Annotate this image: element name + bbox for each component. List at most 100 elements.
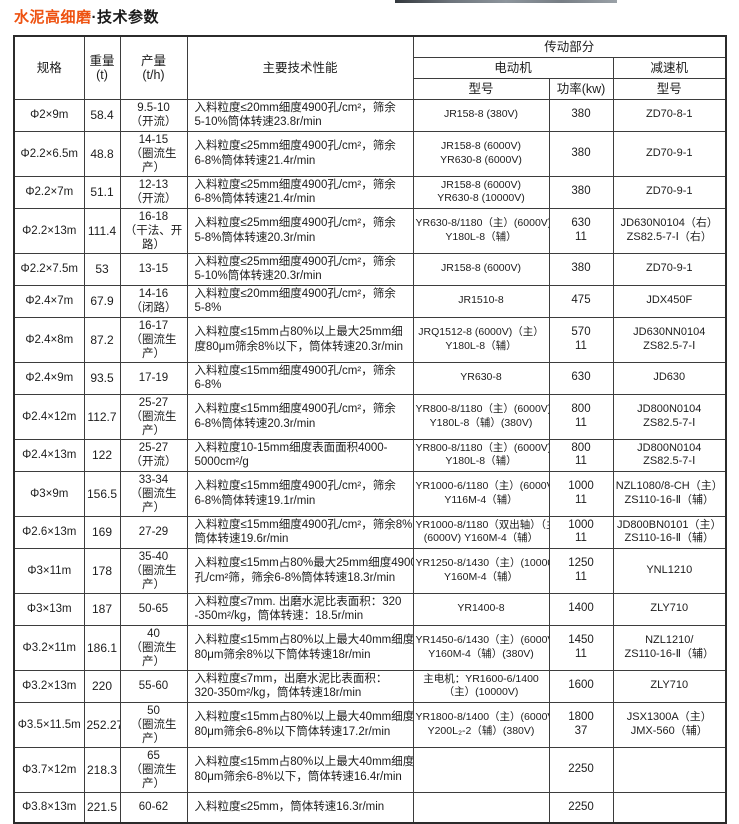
spec-cell: Φ3.2×11m [13, 624, 85, 671]
reducer-model-cell: JD800N0104 ZS82.5-7-Ⅰ [612, 438, 727, 472]
weight-cell: 169 [83, 515, 121, 549]
spec-cell: Φ2.2×13m [13, 207, 85, 254]
table-row: Φ3.2×13m 220 55-60 入料粒度≤7mm，出磨水泥比表面积： 320… [13, 669, 727, 703]
performance-cell: 入料粒度≤15mm占80%以上最大40mm细度 80μm筛余6-8%以下筒体转速1… [186, 701, 414, 748]
motor-model-cell: JR158-8 (6000V) YR630-8 (6000V) [412, 130, 550, 177]
motor-model-cell: YR800-8/1180（主）(6000V) Y180L-8（辅） [412, 438, 550, 472]
col-header-motor: 电动机 [412, 56, 614, 79]
motor-model-cell: YR800-8/1180（主）(6000V) Y180L-8（辅）(380V) [412, 393, 550, 440]
weight-cell: 156.5 [83, 470, 121, 517]
weight-cell: 112.7 [83, 393, 121, 440]
spec-cell: Φ2.6×13m [13, 515, 85, 549]
reducer-model-cell: NZL1080/8-CH（主） ZS110-16-Ⅱ（辅） [612, 470, 727, 517]
power-cell: 800 11 [548, 438, 614, 472]
output-cell: 14-16 （闭路） [119, 284, 188, 318]
performance-cell: 入料粒度≤15mm占80%以上最大25mm细 度80μm筛余8%以下，筒体转速20… [186, 316, 414, 363]
motor-model-cell: YR1250-8/1430（主）(10000V) Y160M-4（辅） [412, 547, 550, 594]
table-row: Φ3.7×12m 218.3 65 （圈流生产） 入料粒度≤15mm占80%以上最… [13, 746, 727, 793]
weight-cell: 187 [83, 592, 121, 626]
power-cell: 1000 11 [548, 470, 614, 517]
weight-cell: 122 [83, 438, 121, 472]
output-cell: 65 （圈流生产） [119, 746, 188, 793]
power-cell: 1000 11 [548, 515, 614, 549]
reducer-model-cell: ZD70-9-1 [612, 130, 727, 177]
reducer-model-cell: ZD70-8-1 [612, 98, 727, 132]
performance-cell: 入料粒度≤7mm，出磨水泥比表面积： 320-350m²/kg，筒体转速18r/m… [186, 669, 414, 703]
table-row: Φ2.4×8m 87.2 16-17 （圈流生产） 入料粒度≤15mm占80%以上… [13, 316, 727, 363]
col-header-motor-model: 型号 [412, 77, 550, 100]
performance-cell: 入料粒度≤25mm细度4900孔/cm²，筛余 6-8%筒体转速21.4r/min [186, 130, 414, 177]
motor-model-cell: YR1000-8/1180（双出轴）（主）(6000V) Y160M-4（辅） [412, 515, 550, 549]
table-row: Φ3.2×11m 186.1 40 （圈流生产） 入料粒度≤15mm占80%以上最… [13, 624, 727, 671]
output-cell: 35-40 （圈流生产） [119, 547, 188, 594]
output-cell: 12-13 （开流） [119, 175, 188, 209]
reducer-model-cell: JD630N0104（右） ZS82.5-7-Ⅰ（右） [612, 207, 727, 254]
output-cell: 27-29 [119, 515, 188, 549]
power-cell: 475 [548, 284, 614, 318]
performance-cell: 入料粒度≤25mm细度4900孔/cm²，筛余 5-10%筒体转速20.3r/mi… [186, 252, 414, 286]
reducer-model-cell: ZD70-9-1 [612, 252, 727, 286]
weight-cell: 220 [83, 669, 121, 703]
performance-cell: 入料粒度≤15mm细度4900孔/cm²，筛余 6-8% [186, 361, 414, 395]
spec-cell: Φ3.8×13m [13, 791, 85, 824]
motor-model-cell: YR630-8 [412, 361, 550, 395]
col-header-weight-line1: 重量 [89, 53, 115, 68]
weight-cell: 93.5 [83, 361, 121, 395]
motor-model-cell: 主电机：YR1600-6/1400 （主）(10000V) [412, 669, 550, 703]
weight-cell: 111.4 [83, 207, 121, 254]
power-cell: 1250 11 [548, 547, 614, 594]
motor-model-cell: JRQ1512-8 (6000V)（主） Y180L-8（辅） [412, 316, 550, 363]
reducer-model-cell: JSX1300A（主） JMX-560（辅） [612, 701, 727, 748]
spec-cell: Φ3.7×12m [13, 746, 85, 793]
col-header-transmission: 传动部分 [412, 35, 727, 58]
motor-model-cell: YR1800-8/1400（主）(6000V) Y200L₂-2（辅）(380V) [412, 701, 550, 748]
col-header-transmission-label: 传动部分 [544, 39, 595, 54]
output-cell: 50-65 [119, 592, 188, 626]
power-cell: 1600 [548, 669, 614, 703]
performance-cell: 入料粒度≤25mm，筒体转速16.3r/min [186, 791, 414, 824]
spec-cell: Φ3×13m [13, 592, 85, 626]
col-header-reducer-label: 减速机 [650, 60, 689, 75]
power-cell: 1400 [548, 592, 614, 626]
performance-cell: 入料粒度≤25mm细度4900孔/cm²，筛余 5-8%筒体转速20.3r/min [186, 207, 414, 254]
col-header-reducer-model-label: 型号 [656, 81, 682, 96]
weight-cell: 186.1 [83, 624, 121, 671]
power-cell: 1800 37 [548, 701, 614, 748]
table-row: Φ2.2×13m 111.4 16-18 （干法、开路） 入料粒度≤25mm细度4… [13, 207, 727, 254]
reducer-model-cell [612, 791, 727, 824]
power-cell: 2250 [548, 746, 614, 793]
col-header-spec-label: 规格 [36, 60, 62, 75]
spec-cell: Φ2.2×7.5m [13, 252, 85, 286]
output-cell: 16-17 （圈流生产） [119, 316, 188, 363]
spec-cell: Φ3.2×13m [13, 669, 85, 703]
spec-cell: Φ3.5×11.5m [13, 701, 85, 748]
table-row: Φ2×9m 58.4 9.5-10 （开流） 入料粒度≤20mm细度4900孔/c… [13, 98, 727, 132]
performance-cell: 入料粒度≤15mm占80%以上最大40mm细度 80μm筛余8%以下筒体转速18r… [186, 624, 414, 671]
table-row: Φ3×9m 156.5 33-34 （圈流生产） 入料粒度≤15mm细度4900孔… [13, 470, 727, 517]
reducer-model-cell: JD630 [612, 361, 727, 395]
motor-model-cell: YR630-8/1180（主）(6000V) Y180L-8（辅） [412, 207, 550, 254]
spec-cell: Φ2.2×7m [13, 175, 85, 209]
output-cell: 55-60 [119, 669, 188, 703]
performance-cell: 入料粒度≤15mm细度4900孔/cm²，筛余 6-8%筒体转速19.1r/min [186, 470, 414, 517]
reducer-model-cell: ZD70-9-1 [612, 175, 727, 209]
page-title-rest: ·技术参数 [91, 9, 160, 26]
motor-model-cell: JR158-8 (380V) [412, 98, 550, 132]
power-cell: 380 [548, 98, 614, 132]
performance-cell: 入料粒度≤20mm细度4900孔/cm²，筛余 5-8% [186, 284, 414, 318]
col-header-motor-model-label: 型号 [468, 81, 494, 96]
power-cell: 380 [548, 175, 614, 209]
col-header-reducer: 减速机 [612, 56, 727, 79]
table-header: 规格 重量 (t) 产量 (t/h) 主要技术性能 传动部分 电动机 减速机 [13, 35, 727, 100]
spec-cell: Φ2.4×9m [13, 361, 85, 395]
weight-cell: 58.4 [83, 98, 121, 132]
motor-model-cell: YR1400-8 [412, 592, 550, 626]
reducer-model-cell: JD800BN0101（主） ZS110-16-Ⅱ（辅） [612, 515, 727, 549]
weight-cell: 67.9 [83, 284, 121, 318]
col-header-weight: 重量 (t) [83, 35, 121, 100]
power-cell: 570 11 [548, 316, 614, 363]
table-row: Φ2.4×7m 67.9 14-16 （闭路） 入料粒度≤20mm细度4900孔/… [13, 284, 727, 318]
motor-model-cell: YR1000-6/1180（主）(6000V) Y116M-4（辅） [412, 470, 550, 517]
performance-cell: 入料粒度≤15mm细度4900孔/cm²，筛余 6-8%筒体转速20.3r/min [186, 393, 414, 440]
performance-cell: 入料粒度≤7mm. 出磨水泥比表面积：320 -350m²/kg，筒体转速：18.… [186, 592, 414, 626]
